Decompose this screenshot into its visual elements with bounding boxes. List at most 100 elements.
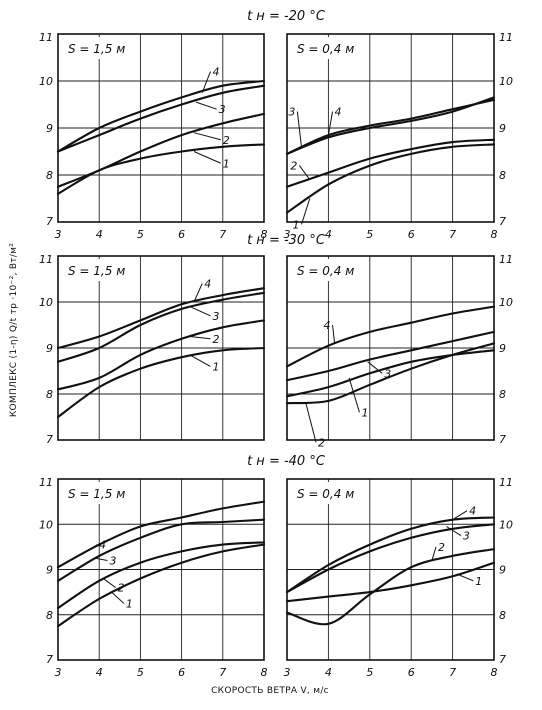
x-tick-label: 8: [261, 666, 268, 679]
panel-label-box: [63, 37, 139, 59]
x-tick-label: 3: [55, 228, 62, 241]
series-label: 4: [99, 539, 106, 552]
x-tick-label: 7: [219, 228, 226, 241]
label-leader-line: [446, 526, 462, 536]
label-leader-line: [189, 336, 211, 340]
panel-label-box: [292, 482, 368, 504]
series-label: 1: [361, 406, 368, 419]
x-tick-label: 3: [284, 228, 291, 241]
series-line: [285, 96, 496, 155]
series-line: [285, 138, 496, 188]
label-leader-line: [296, 111, 302, 147]
plot-frame: [57, 255, 265, 441]
x-tick-label: 4: [325, 666, 332, 679]
label-leader-line: [305, 402, 317, 443]
label-leader-line: [103, 578, 116, 589]
y-tick-label: 8: [46, 388, 53, 401]
y-tick-label: 10: [499, 296, 513, 309]
series-line: [56, 291, 266, 363]
series-line: [285, 330, 496, 382]
plot-frame: [57, 33, 265, 223]
label-leader-line: [195, 101, 217, 110]
series-label: 2: [438, 541, 445, 554]
label-leader-line: [201, 71, 211, 93]
x-tick-label: 8: [491, 666, 498, 679]
row-title: t н = -40 °С: [247, 454, 326, 469]
x-tick-label: 4: [96, 228, 103, 241]
x-tick-label: 8: [261, 228, 268, 241]
series-line: [56, 500, 266, 569]
series-line: [285, 516, 496, 594]
series-label: 4: [324, 319, 331, 332]
series-label: 1: [475, 575, 482, 588]
series-label: 1: [223, 157, 230, 170]
x-tick-label: 4: [96, 666, 103, 679]
label-leader-line: [189, 306, 211, 317]
panel-label-box: [63, 259, 139, 281]
label-leader-line: [193, 283, 203, 303]
plot-frame: [286, 255, 495, 441]
x-tick-label: 5: [137, 228, 144, 241]
y-tick-label: 7: [499, 433, 506, 446]
x-tick-label: 6: [408, 666, 415, 679]
x-tick-label: 8: [491, 228, 498, 241]
panel-label: S = 1,5 м: [68, 264, 125, 278]
y-tick-label: 8: [46, 609, 53, 622]
series-line: [56, 112, 266, 188]
y-tick-label: 9: [46, 122, 53, 135]
panel-label-box: [63, 482, 139, 504]
y-tick-label: 8: [46, 169, 53, 182]
x-tick-label: 6: [178, 666, 185, 679]
series-label: 4: [212, 66, 219, 79]
label-leader-line: [332, 324, 336, 344]
y-tick-label: 11: [39, 476, 53, 489]
y-tick-label: 11: [39, 253, 53, 266]
y-tick-label: 7: [46, 433, 53, 446]
x-tick-label: 7: [449, 666, 456, 679]
x-tick-label: 4: [325, 228, 332, 241]
panel-label: S = 0,4 м: [297, 487, 354, 501]
y-tick-label: 8: [499, 609, 506, 622]
label-leader-line: [452, 510, 468, 521]
y-tick-label: 9: [499, 342, 506, 355]
label-leader-line: [348, 377, 360, 413]
series-line: [56, 319, 266, 391]
series-line: [285, 561, 496, 603]
y-tick-label: 11: [499, 476, 513, 489]
series-label: 3: [384, 367, 391, 380]
row-title: t н = -30 °С: [247, 233, 326, 248]
series-label: 3: [463, 530, 470, 543]
panel-label: S = 0,4 м: [297, 42, 354, 56]
y-tick-label: 7: [499, 215, 506, 228]
label-leader-line: [111, 591, 125, 604]
label-leader-line: [193, 132, 221, 141]
x-tick-label: 5: [366, 666, 373, 679]
label-leader-line: [327, 111, 334, 136]
series-line: [285, 342, 496, 405]
label-leader-line: [193, 151, 221, 164]
label-leader-line: [189, 354, 211, 367]
panel-label: S = 1,5 м: [68, 487, 125, 501]
y-tick-label: 10: [39, 296, 53, 309]
series-line: [56, 84, 266, 153]
y-tick-label: 7: [499, 653, 506, 666]
chart-panel: 1 2 3 4 S = 0,4 м 7 8 9 10 11: [285, 253, 513, 449]
series-line: [285, 143, 496, 214]
series-label: 1: [292, 218, 299, 231]
series-label: 2: [290, 160, 297, 173]
x-tick-label: 6: [408, 228, 415, 241]
y-tick-label: 9: [46, 564, 53, 577]
x-tick-label: 7: [449, 228, 456, 241]
series-label: 1: [126, 597, 133, 610]
series-label: 1: [212, 360, 219, 373]
y-tick-label: 10: [39, 518, 53, 531]
series-label: 3: [212, 310, 219, 323]
y-tick-label: 9: [499, 122, 506, 135]
series-label: 3: [109, 554, 116, 567]
x-tick-label: 3: [284, 666, 291, 679]
series-label: 2: [223, 134, 230, 147]
